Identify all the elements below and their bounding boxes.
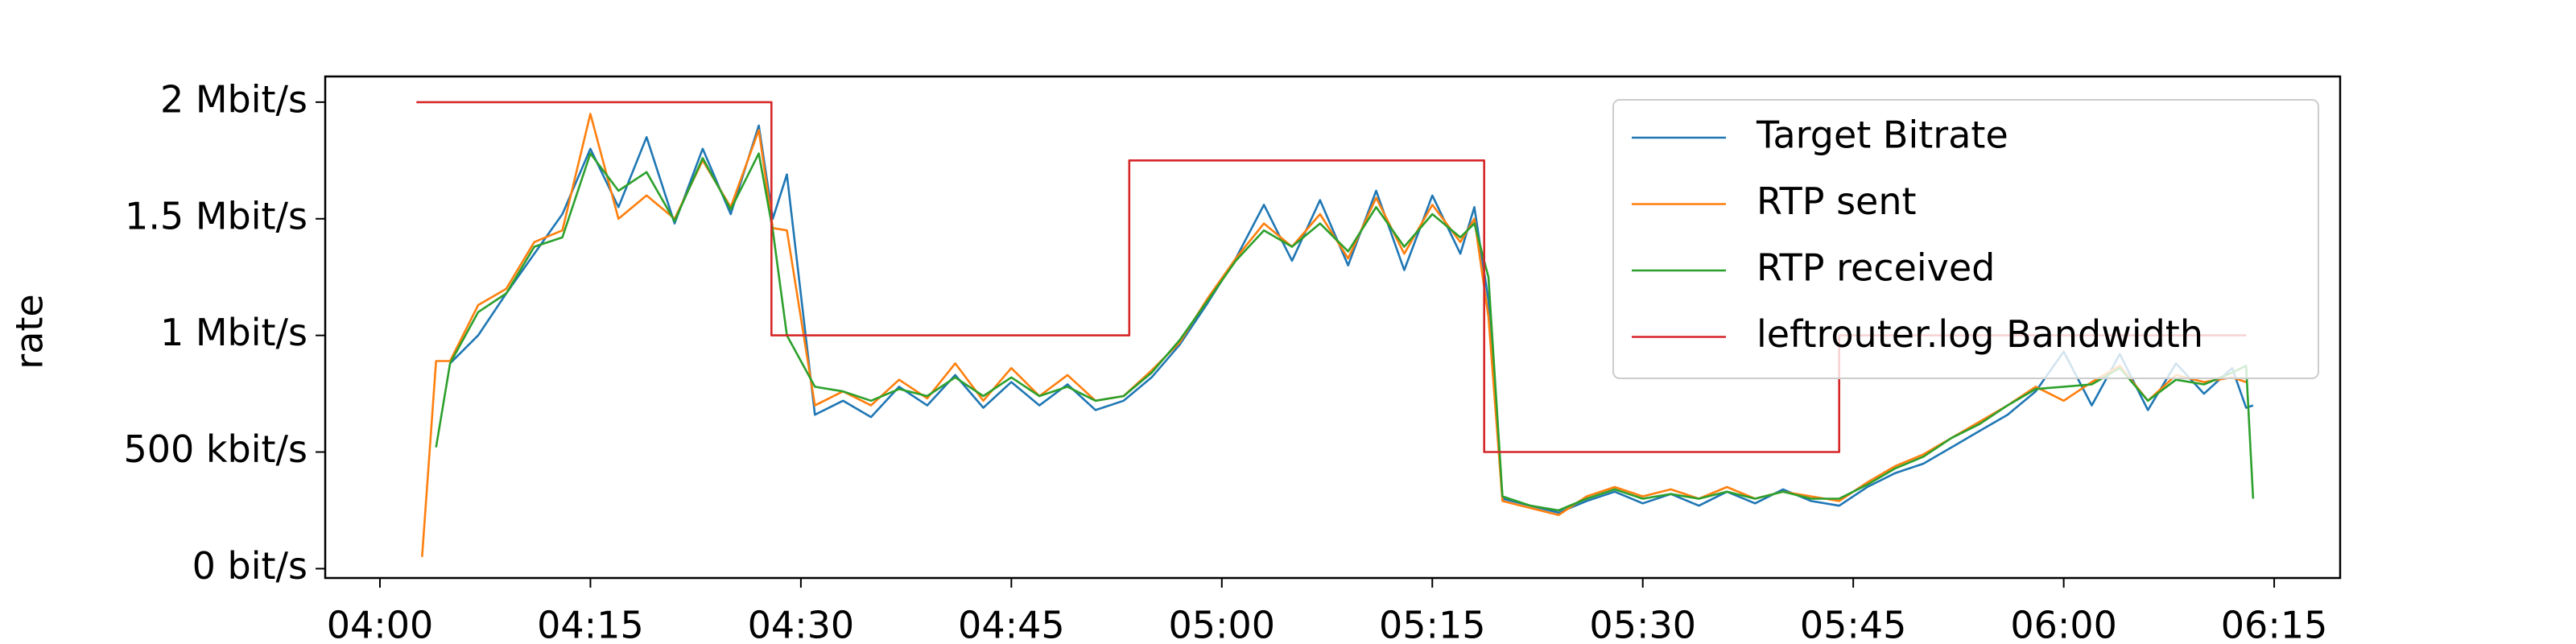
y-axis-label: rate [8,294,52,369]
x-tick-label: 06:00 [2010,604,2117,644]
x-tick-label: 04:45 [958,604,1065,644]
y-tick-label: 1.5 Mbit/s [125,194,308,237]
y-tick-label: 500 kbit/s [123,427,308,471]
x-tick-label: 06:15 [2221,604,2328,644]
series-line [435,152,2255,512]
x-tick-label: 04:15 [537,604,644,644]
x-tick-label: 05:45 [1800,604,1907,644]
x-tick-label: 04:30 [748,604,855,644]
x-tick-label: 04:00 [327,604,434,644]
x-tick-label: 05:15 [1379,604,1486,644]
x-tick-label: 05:30 [1589,604,1696,644]
y-tick-label: 1 Mbit/s [160,311,308,354]
y-tick-label: 0 bit/s [192,544,308,588]
series-line [416,101,2247,453]
legend-label: leftrouter.log Bandwidth [1757,312,2203,356]
legend-box [1612,99,2319,379]
y-tick-label: 2 Mbit/s [160,77,308,121]
plot-frame [324,75,2342,580]
legend-label: Target Bitrate [1756,114,2008,157]
legend-label: RTP sent [1757,180,1917,223]
x-tick-label: 05:00 [1169,604,1276,644]
legend-label: RTP received [1757,246,1995,290]
legend: Target Bitrate RTP sent RTP received leftro… [1612,99,2319,379]
